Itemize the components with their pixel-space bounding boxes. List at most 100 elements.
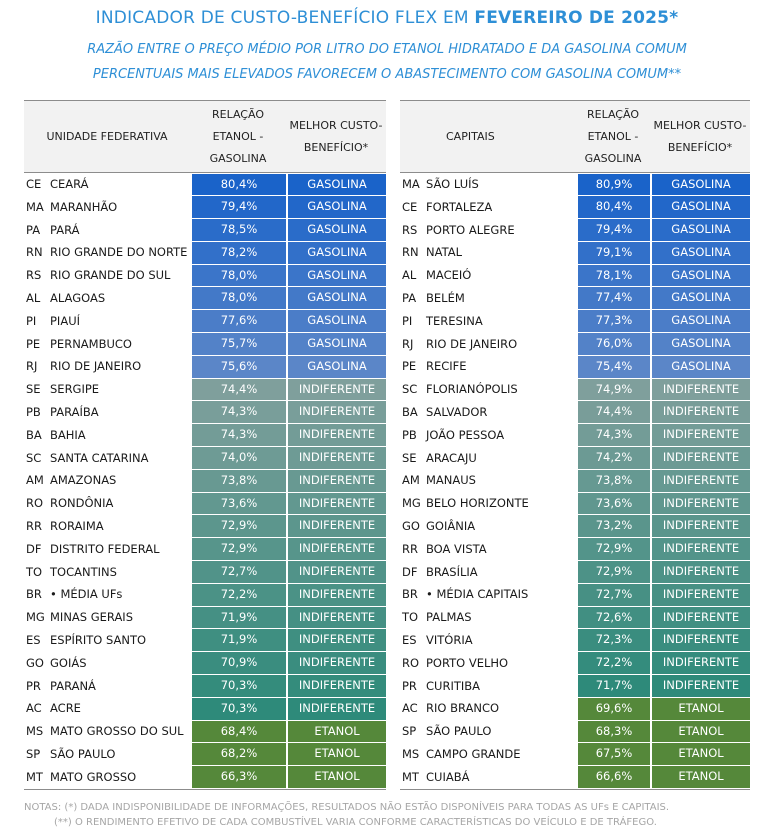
- table-row: MA MARANHÃO 79,4% GASOLINA: [24, 196, 386, 219]
- title-prefix: INDICADOR DE CUSTO-BENEFÍCIO FLEX EM: [95, 8, 475, 28]
- row-best-fuel: ETANOL: [652, 697, 750, 720]
- row-name: GOIÁS: [50, 655, 87, 670]
- row-best-fuel: GASOLINA: [652, 355, 750, 378]
- row-best-fuel: INDIFERENTE: [288, 378, 386, 401]
- row-ratio-value: 70,3%: [192, 675, 286, 697]
- row-uf-code: PE: [26, 336, 41, 351]
- row-uf-code: PB: [26, 404, 41, 419]
- row-name: MATO GROSSO: [50, 769, 137, 784]
- row-ratio-value: 80,4%: [578, 196, 650, 219]
- row-ratio-value: 79,1%: [578, 241, 650, 264]
- row-name: PARANÁ: [50, 678, 96, 693]
- row-ratio-value: 70,3%: [192, 697, 286, 720]
- row-ratio-value: 72,7%: [578, 583, 650, 606]
- row-uf-code: AL: [26, 290, 41, 305]
- row-best-fuel: GASOLINA: [288, 173, 386, 196]
- table-row: DF DISTRITO FEDERAL 72,9% INDIFERENTE: [24, 538, 386, 561]
- table-row: MT MATO GROSSO 66,3% ETANOL: [24, 766, 386, 789]
- row-name: BAHIA: [50, 427, 86, 442]
- header-capitals: CAPITAIS: [446, 130, 495, 143]
- row-name: FLORIANÓPOLIS: [426, 382, 518, 397]
- row-best-fuel: INDIFERENTE: [652, 447, 750, 469]
- row-best-fuel: INDIFERENTE: [652, 492, 750, 515]
- row-ratio-value: 70,9%: [192, 652, 286, 675]
- row-name: SALVADOR: [426, 404, 488, 419]
- row-best-fuel: INDIFERENTE: [652, 606, 750, 629]
- row-name: PIAUÍ: [50, 313, 81, 328]
- row-ratio-value: 78,5%: [192, 219, 286, 241]
- table-row: RO PORTO VELHO 72,2% INDIFERENTE: [400, 652, 750, 675]
- row-best-fuel: INDIFERENTE: [288, 538, 386, 561]
- table-row: BR • MÉDIA UFs 72,2% INDIFERENTE: [24, 583, 386, 606]
- row-best-fuel: ETANOL: [652, 720, 750, 743]
- row-uf-code: BA: [402, 404, 418, 419]
- row-name: PARÁ: [50, 222, 80, 237]
- row-ratio-value: 72,3%: [578, 629, 650, 652]
- row-best-fuel: GASOLINA: [288, 196, 386, 219]
- row-best-fuel: INDIFERENTE: [652, 583, 750, 606]
- subtitle-note: PERCENTUAIS MAIS ELEVADOS FAVORECEM O AB…: [92, 67, 682, 82]
- row-best-fuel: ETANOL: [288, 720, 386, 743]
- row-name: SÃO PAULO: [426, 724, 492, 739]
- table-row: GO GOIÁS 70,9% INDIFERENTE: [24, 652, 386, 675]
- row-uf-code: SE: [402, 450, 417, 465]
- table-row: ES VITÓRIA 72,3% INDIFERENTE: [400, 629, 750, 652]
- row-ratio-value: 69,6%: [578, 697, 650, 720]
- states-table: UNIDADE FEDERATIVA RELAÇÃO ETANOL - GASO…: [24, 100, 386, 790]
- row-name: RIO DE JANEIRO: [426, 336, 518, 351]
- row-uf-code: RS: [402, 222, 418, 237]
- row-best-fuel: GASOLINA: [288, 219, 386, 241]
- row-name: MACEIÓ: [426, 268, 472, 283]
- row-name: PALMAS: [426, 610, 472, 625]
- row-best-fuel: INDIFERENTE: [288, 652, 386, 675]
- row-best-fuel: ETANOL: [288, 766, 386, 789]
- row-name: BRASÍLIA: [426, 564, 478, 579]
- table-row: MG MINAS GERAIS 71,9% INDIFERENTE: [24, 606, 386, 629]
- row-uf-code: MG: [26, 610, 45, 625]
- row-ratio-value: 75,6%: [192, 355, 286, 378]
- row-uf-code: RN: [402, 245, 419, 260]
- row-name: BELO HORIZONTE: [426, 496, 529, 511]
- row-best-fuel: GASOLINA: [652, 241, 750, 264]
- table-row: PB JOÃO PESSOA 74,3% INDIFERENTE: [400, 424, 750, 447]
- row-uf-code: MT: [402, 769, 419, 784]
- table-row: SC SANTA CATARINA 74,0% INDIFERENTE: [24, 447, 386, 470]
- row-uf-code: MS: [26, 724, 44, 739]
- row-ratio-value: 78,2%: [192, 241, 286, 264]
- row-uf-code: RO: [26, 496, 44, 511]
- row-ratio-value: 66,3%: [192, 766, 286, 789]
- row-ratio-value: 67,5%: [578, 743, 650, 766]
- row-best-fuel: INDIFERENTE: [288, 424, 386, 447]
- row-best-fuel: INDIFERENTE: [288, 447, 386, 469]
- table-row: AM AMAZONAS 73,8% INDIFERENTE: [24, 469, 386, 492]
- row-name: TERESINA: [426, 313, 483, 328]
- header-ratio: RELAÇÃO ETANOL - GASOLINA: [209, 107, 267, 165]
- row-ratio-value: 74,3%: [578, 424, 650, 447]
- table-row: RS PORTO ALEGRE 79,4% GASOLINA: [400, 219, 750, 242]
- table-row: MT CUIABÁ 66,6% ETANOL: [400, 766, 750, 789]
- row-ratio-value: 79,4%: [192, 196, 286, 219]
- row-name: SÃO LUÍS: [426, 177, 479, 191]
- row-ratio-value: 71,9%: [192, 629, 286, 652]
- row-uf-code: PE: [402, 359, 417, 374]
- row-name: • MÉDIA UFs: [50, 587, 123, 602]
- row-best-fuel: INDIFERENTE: [288, 675, 386, 697]
- row-ratio-value: 77,4%: [578, 287, 650, 310]
- row-name: RIO GRANDE DO SUL: [50, 268, 171, 283]
- row-best-fuel: GASOLINA: [288, 310, 386, 333]
- row-best-fuel: INDIFERENTE: [288, 469, 386, 492]
- page-title: INDICADOR DE CUSTO-BENEFÍCIO FLEX EM FEV…: [0, 8, 774, 28]
- table-row: SE ARACAJU 74,2% INDIFERENTE: [400, 447, 750, 470]
- row-best-fuel: INDIFERENTE: [288, 629, 386, 652]
- table-row: PA PARÁ 78,5% GASOLINA: [24, 219, 386, 242]
- row-best-fuel: GASOLINA: [288, 287, 386, 310]
- row-name: PARAÍBA: [50, 404, 99, 419]
- table-row: RR RORAIMA 72,9% INDIFERENTE: [24, 515, 386, 538]
- row-uf-code: TO: [26, 564, 43, 579]
- row-best-fuel: ETANOL: [652, 766, 750, 789]
- row-best-fuel: INDIFERENTE: [652, 652, 750, 675]
- row-ratio-value: 75,7%: [192, 333, 286, 355]
- row-uf-code: PR: [26, 678, 41, 693]
- row-best-fuel: INDIFERENTE: [652, 629, 750, 652]
- row-name: TOCANTINS: [50, 564, 117, 579]
